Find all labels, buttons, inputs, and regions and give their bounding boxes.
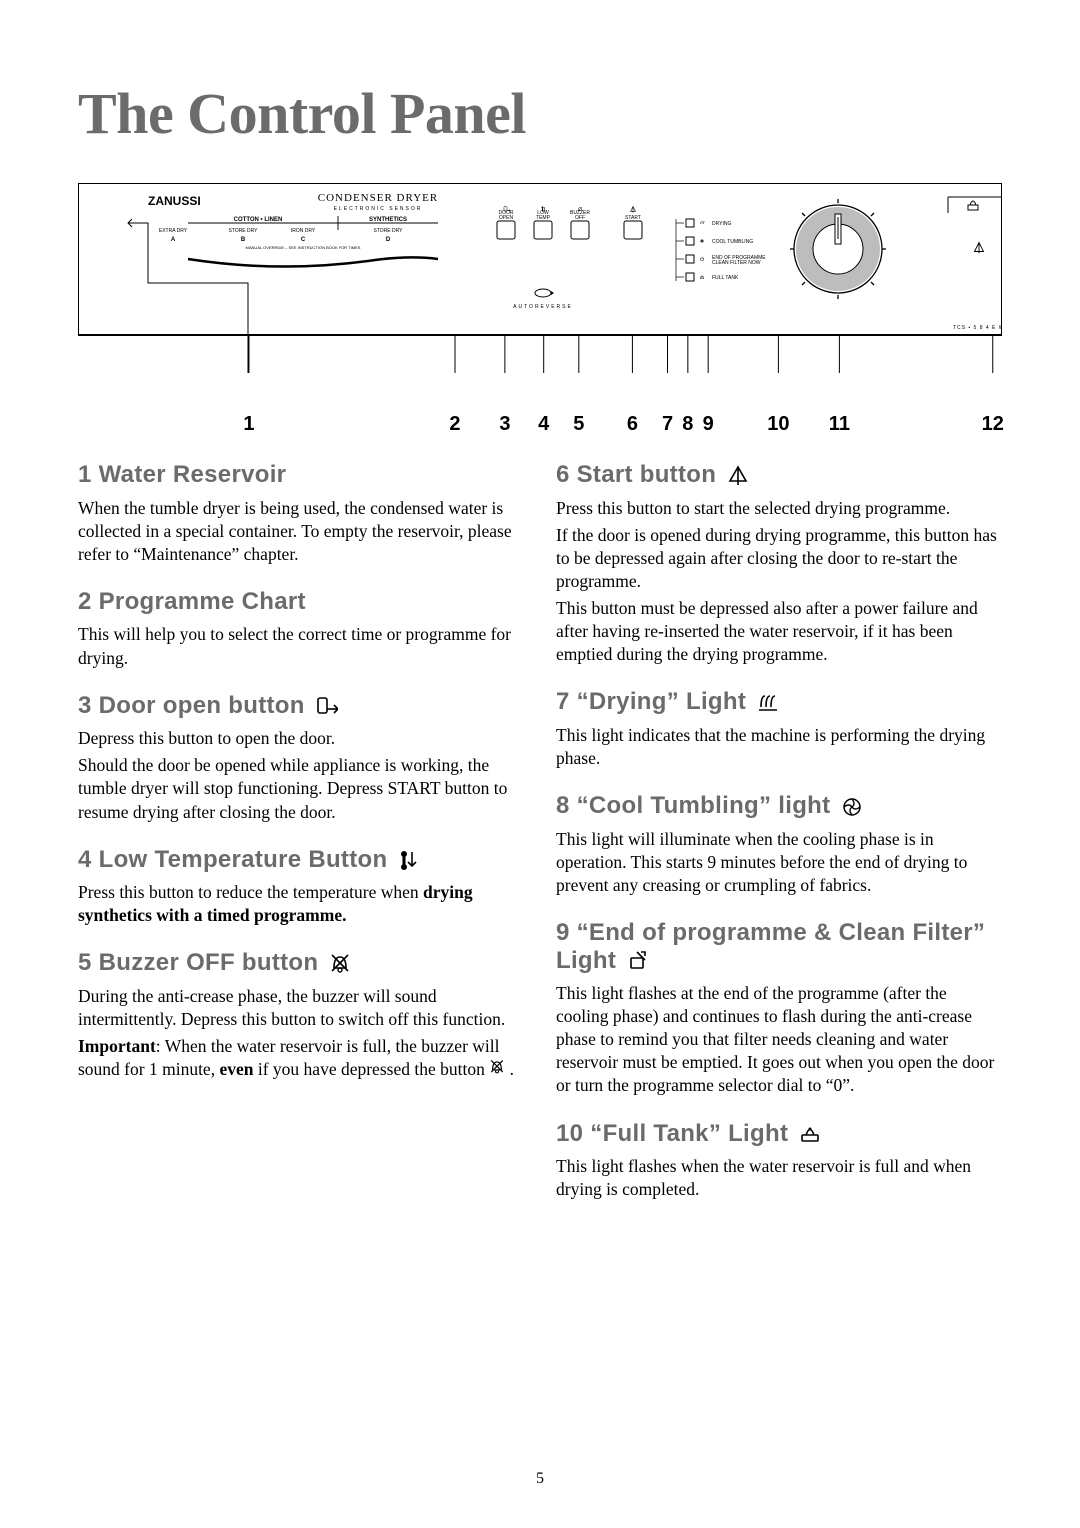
- svg-text:EXTRA DRY: EXTRA DRY: [159, 228, 188, 234]
- body-text: When the tumble dryer is being used, the…: [78, 497, 524, 566]
- svg-text:CLEAN FILTER NOW: CLEAN FILTER NOW: [712, 260, 761, 266]
- callout-6: 6: [627, 413, 638, 436]
- door-icon: [316, 695, 338, 717]
- page-number: 5: [536, 1470, 544, 1488]
- right-column: 6 Start button Press this button to star…: [556, 455, 1002, 1205]
- body-text: Should the door be opened while applianc…: [78, 754, 524, 823]
- section-heading: 9 “End of programme & Clean Filter” Ligh…: [556, 919, 1002, 974]
- svg-text:B: B: [241, 237, 246, 243]
- body-text: This light flashes at the end of the pro…: [556, 982, 1002, 1097]
- svg-text:STORE DRY: STORE DRY: [374, 228, 404, 234]
- callout-12: 12: [982, 413, 1004, 436]
- section-heading: 4 Low Temperature Button: [78, 846, 524, 874]
- section-heading: 8 “Cool Tumbling” light: [556, 792, 1002, 820]
- body-text: Press this button to reduce the temperat…: [78, 881, 524, 927]
- programme-dial: [790, 199, 886, 299]
- right-icons: [948, 197, 1002, 253]
- callout-9: 9: [703, 413, 714, 436]
- svg-text:TCS • 5 8 4 E W: TCS • 5 8 4 E W: [953, 325, 1002, 331]
- body-text: This will help you to select the correct…: [78, 623, 524, 669]
- callout-7: 7: [662, 413, 673, 436]
- svg-text:CONDENSER DRYER: CONDENSER DRYER: [318, 192, 438, 204]
- svg-text:COTTON • LINEN: COTTON • LINEN: [234, 217, 283, 223]
- body-text: Important: When the water reservoir is f…: [78, 1035, 524, 1081]
- svg-text:DRYING: DRYING: [712, 221, 731, 227]
- page-title: The Control Panel: [78, 80, 1002, 147]
- section-heading: 1 Water Reservoir: [78, 461, 524, 489]
- body-text: This light will illuminate when the cool…: [556, 828, 1002, 897]
- buttons-group: DOOR OPEN LOW TEMP BUZZER OFF START: [497, 207, 642, 240]
- filter-icon: [627, 950, 649, 972]
- svg-text:ELECTRONIC SENSOR: ELECTRONIC SENSOR: [334, 206, 423, 212]
- body-text: Press this button to start the selected …: [556, 497, 1002, 520]
- callout-11: 11: [829, 413, 850, 436]
- svg-text:IRON DRY: IRON DRY: [291, 228, 316, 234]
- callout-10: 10: [767, 413, 789, 436]
- callout-2: 2: [449, 413, 460, 436]
- autoreverse-label: AUTOREVERSE: [513, 289, 573, 310]
- section-heading: 2 Programme Chart: [78, 588, 524, 616]
- lights-list: DRYING COOL TUMBLING END OF PROGRAMMECLE…: [676, 219, 766, 281]
- buzzer-icon: [489, 1059, 505, 1075]
- callout-4: 4: [538, 413, 549, 436]
- svg-text:C: C: [301, 237, 306, 243]
- svg-text:D: D: [386, 237, 391, 243]
- programme-chart: COTTON • LINEN SYNTHETICS EXTRA DRY STOR…: [159, 216, 438, 267]
- control-panel-diagram: ZANUSSI CONDENSER DRYER ELECTRONIC SENSO…: [78, 183, 1002, 403]
- svg-text:COOL TUMBLING: COOL TUMBLING: [712, 239, 753, 245]
- section-heading: 7 “Drying” Light: [556, 688, 1002, 716]
- body-text: This light indicates that the machine is…: [556, 724, 1002, 770]
- callout-5: 5: [573, 413, 584, 436]
- section-heading: 3 Door open button: [78, 692, 524, 720]
- body-text: If the door is opened during drying prog…: [556, 524, 1002, 593]
- brand-label: ZANUSSI: [148, 194, 201, 208]
- body-text: This button must be depressed also after…: [556, 597, 1002, 666]
- drying-icon: [757, 692, 779, 714]
- diagram-callouts: 123456789101112: [78, 413, 1002, 439]
- svg-text:OPEN: OPEN: [499, 215, 514, 221]
- svg-text:A: A: [171, 237, 176, 243]
- svg-text:START: START: [625, 215, 641, 221]
- svg-text:SYNTHETICS: SYNTHETICS: [369, 217, 407, 223]
- section-heading: 10 “Full Tank” Light: [556, 1120, 1002, 1148]
- body-text: This light flashes when the water reserv…: [556, 1155, 1002, 1201]
- svg-text:FULL TANK: FULL TANK: [712, 275, 739, 281]
- start-icon: [727, 465, 749, 487]
- svg-text:TEMP: TEMP: [536, 215, 551, 221]
- svg-text:STORE DRY: STORE DRY: [229, 228, 259, 234]
- buzzer-icon: [329, 953, 351, 975]
- section-heading: 5 Buzzer OFF button: [78, 949, 524, 977]
- svg-text:AUTOREVERSE: AUTOREVERSE: [513, 304, 573, 310]
- fan-icon: [841, 796, 863, 818]
- section-heading: 6 Start button: [556, 461, 1002, 489]
- svg-text:OFF: OFF: [575, 215, 585, 221]
- fulltank-icon: [799, 1123, 821, 1145]
- body-text: During the anti-crease phase, the buzzer…: [78, 985, 524, 1031]
- callout-1: 1: [243, 413, 254, 436]
- left-column: 1 Water Reservoir When the tumble dryer i…: [78, 455, 524, 1205]
- callout-8: 8: [682, 413, 693, 436]
- lowtemp-icon: [398, 849, 420, 871]
- body-text: Depress this button to open the door.: [78, 727, 524, 750]
- callout-3: 3: [499, 413, 510, 436]
- svg-text:MANUAL OVERRIDE – SEE INSTRUCT: MANUAL OVERRIDE – SEE INSTRUCTION BOOK F…: [246, 245, 361, 250]
